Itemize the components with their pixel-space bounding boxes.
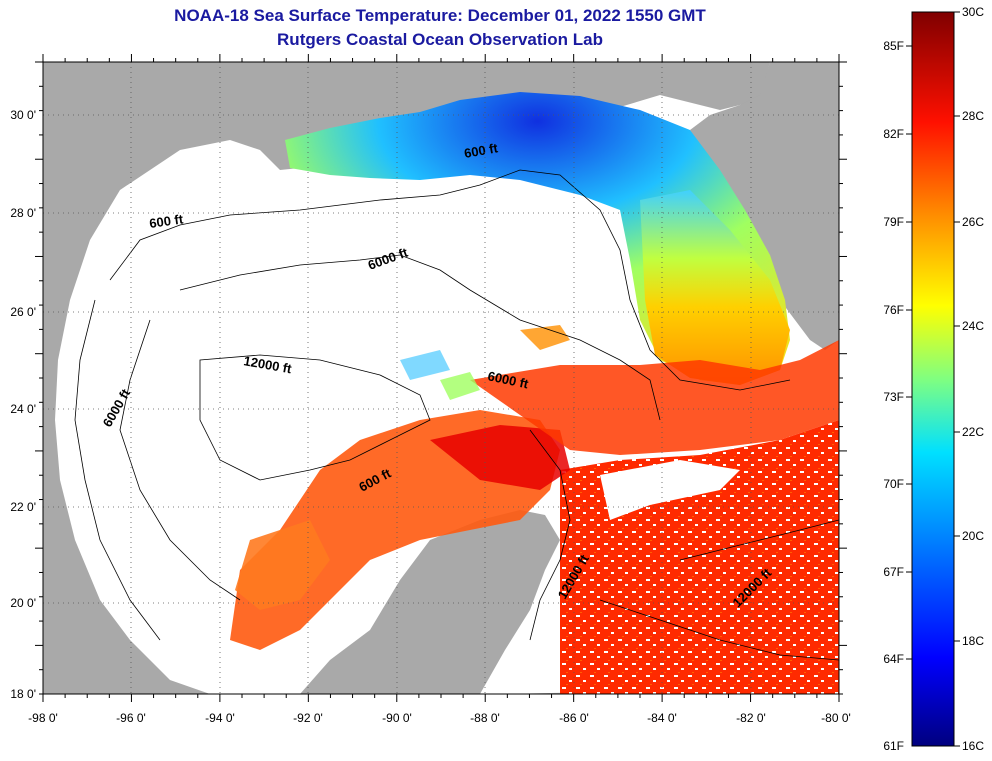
longitude-tick-label: -98 0'	[28, 711, 58, 725]
colorbar-f-label: 76F	[883, 303, 904, 317]
latitude-tick-label: 30 0'	[10, 108, 36, 122]
colorbar-c-label: 18C	[962, 634, 984, 648]
longitude-tick-label: -92 0'	[293, 711, 323, 725]
colorbar-f-label: 61F	[883, 739, 904, 753]
florida-land	[690, 62, 839, 350]
yucatan-land	[300, 510, 560, 694]
map-title: NOAA-18 Sea Surface Temperature: Decembe…	[174, 6, 706, 25]
longitude-tick-label: -84 0'	[647, 711, 677, 725]
latitude-tick-label: 28 0'	[10, 206, 36, 220]
colorbar-c-label: 26C	[962, 215, 984, 229]
colorbar-f-label: 79F	[883, 215, 904, 229]
graticule	[43, 62, 839, 694]
latitude-tick-label: 22 0'	[10, 500, 36, 514]
colorbar-gradient	[911, 11, 955, 747]
map-subtitle: Rutgers Coastal Ocean Observation Lab	[277, 30, 603, 49]
colorbar-f-label: 67F	[883, 565, 904, 579]
contour-label: 600 ft	[148, 211, 184, 231]
colorbar-c-label: 20C	[962, 529, 984, 543]
colorbar: 85F 82F 79F 76F 73F 70F 67F 64F 61F 30C …	[883, 5, 984, 753]
longitude-tick-label: -80 0'	[821, 711, 851, 725]
longitude-tick-label: -96 0'	[116, 711, 146, 725]
contour-label: 600 ft	[463, 140, 500, 161]
colorbar-f-label: 70F	[883, 477, 904, 491]
colorbar-f-label: 73F	[883, 390, 904, 404]
colorbar-f-label: 64F	[883, 652, 904, 666]
latitude-axis: 30 0' 28 0' 26 0' 24 0' 22 0' 20 0' 18 0…	[10, 108, 36, 701]
longitude-tick-label: -90 0'	[382, 711, 412, 725]
latitude-tick-label: 20 0'	[10, 596, 36, 610]
axis-ticks	[35, 54, 847, 702]
latitude-tick-label: 18 0'	[10, 687, 36, 701]
colorbar-c-label: 28C	[962, 109, 984, 123]
colorbar-c-label: 30C	[962, 5, 984, 19]
colorbar-c-label: 22C	[962, 425, 984, 439]
us-mexico-land	[43, 62, 770, 694]
bathymetry-contours	[74, 169, 839, 661]
colorbar-c-label: 24C	[962, 319, 984, 333]
colorbar-c-label: 16C	[962, 739, 984, 753]
longitude-tick-label: -88 0'	[470, 711, 500, 725]
latitude-tick-label: 26 0'	[10, 305, 36, 319]
sst-west-florida	[640, 190, 790, 385]
latitude-tick-label: 24 0'	[10, 402, 36, 416]
longitude-tick-label: -94 0'	[205, 711, 235, 725]
colorbar-f-label: 85F	[883, 39, 904, 53]
longitude-tick-label: -86 0'	[559, 711, 589, 725]
longitude-tick-label: -82 0'	[736, 711, 766, 725]
colorbar-f-label: 82F	[883, 127, 904, 141]
longitude-axis: -98 0' -96 0' -94 0' -92 0' -90 0' -88 0…	[28, 711, 851, 725]
